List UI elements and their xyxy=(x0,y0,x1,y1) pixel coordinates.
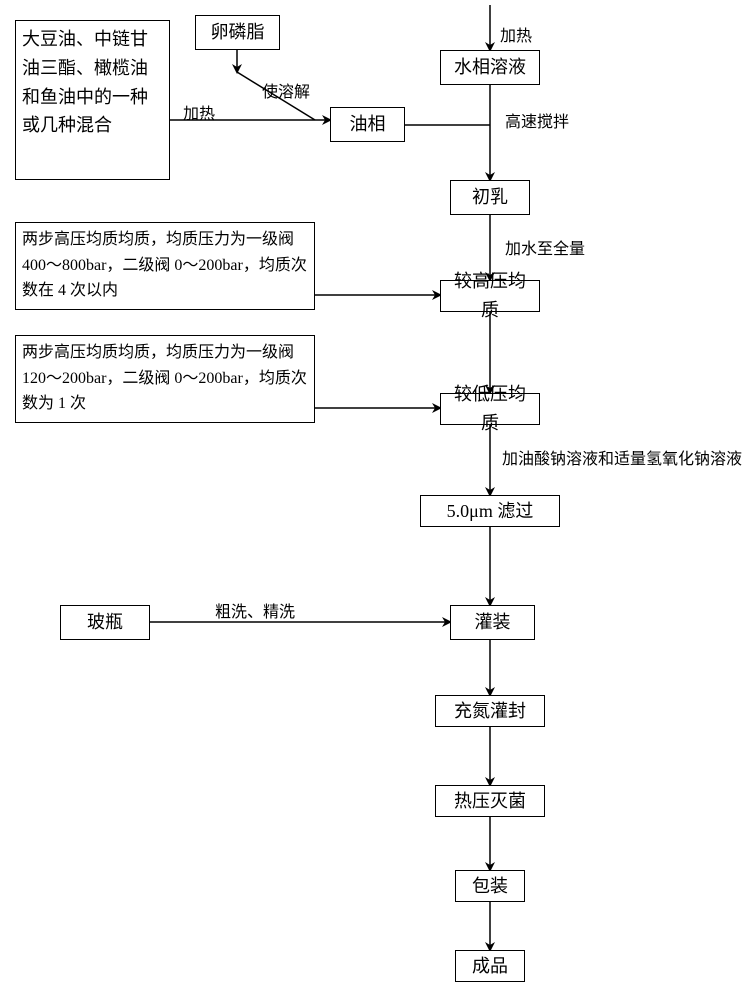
node-sterilize: 热压灭菌 xyxy=(435,785,545,817)
node-fill-text: 灌装 xyxy=(475,608,511,637)
node-product-text: 成品 xyxy=(472,952,508,981)
node-homog_note2-text: 两步高压均质均质，均质压力为一级阀 120～200bar，二级阀 0～200ba… xyxy=(22,340,308,417)
node-n2_seal-text: 充氮灌封 xyxy=(454,697,526,726)
node-sterilize-text: 热压灭菌 xyxy=(454,787,526,816)
label-l_addoleate: 加油酸钠溶液和适量氢氧化钠溶液 xyxy=(502,445,742,469)
node-oil_mix: 大豆油、中链甘油三酯、橄榄油和鱼油中的一种或几种混合 xyxy=(15,20,170,180)
label-l_wash-text: 粗洗、精洗 xyxy=(215,604,295,621)
node-oil_phase-text: 油相 xyxy=(350,110,386,139)
node-oil_mix-text: 大豆油、中链甘油三酯、橄榄油和鱼油中的一种或几种混合 xyxy=(22,25,163,140)
label-l_heat_oil: 加热 xyxy=(183,100,215,124)
node-oil_phase: 油相 xyxy=(330,107,405,142)
node-n2_seal: 充氮灌封 xyxy=(435,695,545,727)
node-col_init-text: 初乳 xyxy=(472,183,508,212)
node-high_homog: 较高压均质 xyxy=(440,280,540,312)
node-aqueous: 水相溶液 xyxy=(440,50,540,85)
node-bottle: 玻瓶 xyxy=(60,605,150,640)
node-fill: 灌装 xyxy=(450,605,535,640)
node-filter-text: 5.0μm 滤过 xyxy=(447,497,534,526)
node-pack-text: 包装 xyxy=(472,872,508,901)
node-lecithin: 卵磷脂 xyxy=(195,15,280,50)
node-bottle-text: 玻瓶 xyxy=(87,608,123,637)
node-pack: 包装 xyxy=(455,870,525,902)
label-l_addwater: 加水至全量 xyxy=(505,235,585,259)
label-l_dissolve: 使溶解 xyxy=(262,78,310,102)
node-product: 成品 xyxy=(455,950,525,982)
node-col_init: 初乳 xyxy=(450,180,530,215)
node-homog_note2: 两步高压均质均质，均质压力为一级阀 120～200bar，二级阀 0～200ba… xyxy=(15,335,315,423)
node-aqueous-text: 水相溶液 xyxy=(454,53,526,82)
label-l_addwater-text: 加水至全量 xyxy=(505,241,585,258)
label-l_wash: 粗洗、精洗 xyxy=(215,598,295,622)
node-filter: 5.0μm 滤过 xyxy=(420,495,560,527)
node-low_homog-text: 较低压均质 xyxy=(447,380,533,438)
label-l_heat_top-text: 加热 xyxy=(500,28,532,45)
label-l_addoleate-text: 加油酸钠溶液和适量氢氧化钠溶液 xyxy=(502,451,742,468)
label-l_heat_oil-text: 加热 xyxy=(183,106,215,123)
node-lecithin-text: 卵磷脂 xyxy=(211,18,265,47)
label-l_heat_top: 加热 xyxy=(500,22,532,46)
node-high_homog-text: 较高压均质 xyxy=(447,267,533,325)
label-l_stir-text: 高速搅拌 xyxy=(505,114,569,131)
node-homog_note1: 两步高压均质均质，均质压力为一级阀 400～800bar，二级阀 0～200ba… xyxy=(15,222,315,310)
label-l_dissolve-text: 使溶解 xyxy=(262,84,310,101)
node-low_homog: 较低压均质 xyxy=(440,393,540,425)
node-homog_note1-text: 两步高压均质均质，均质压力为一级阀 400～800bar，二级阀 0～200ba… xyxy=(22,227,308,304)
label-l_stir: 高速搅拌 xyxy=(505,108,569,132)
